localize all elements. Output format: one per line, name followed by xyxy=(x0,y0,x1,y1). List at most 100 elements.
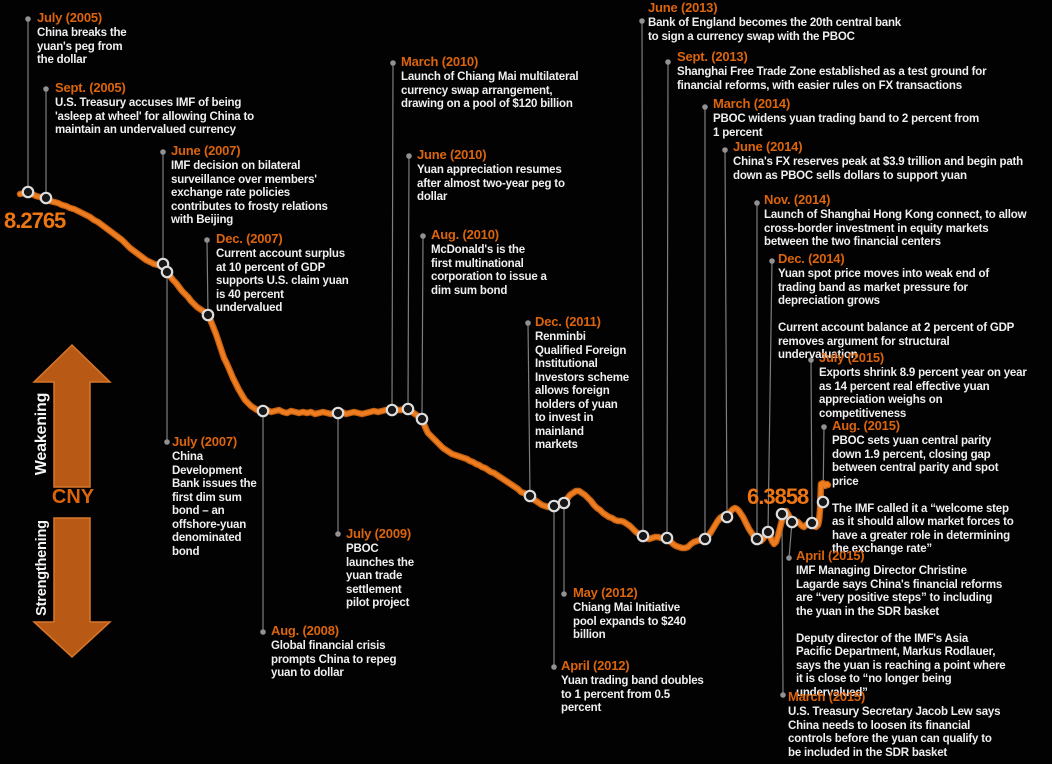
annotation-date: Dec. (2011) xyxy=(535,314,601,329)
annotation-bullet-icon xyxy=(722,147,728,153)
annotation-body: PBOC sets yuan central parity down 1.9 p… xyxy=(832,435,1014,555)
event-marker xyxy=(750,532,764,546)
annotation-date: June (2010) xyxy=(417,147,487,162)
annotation-body: Yuan trading band doubles to 1 percent f… xyxy=(561,675,704,714)
annotation-date: Dec. (2014) xyxy=(778,251,845,266)
annotation-bullet-icon xyxy=(204,237,210,243)
event-marker xyxy=(557,496,571,510)
cny-direction-axis xyxy=(30,340,118,662)
annotation-body: China breaks the yuan's peg from the dol… xyxy=(37,27,127,66)
annotation-date: Sept. (2013) xyxy=(677,49,748,64)
annotation-note: June (2014) China's FX reserves peak at $… xyxy=(733,140,1023,183)
connector-line xyxy=(810,359,813,524)
event-marker xyxy=(636,529,650,543)
event-marker xyxy=(39,191,53,205)
annotation-date: Nov. (2014) xyxy=(764,192,831,207)
event-marker xyxy=(720,510,734,524)
annotation-bullet-icon xyxy=(160,149,166,155)
event-marker xyxy=(385,403,399,417)
annotation-bullet-icon xyxy=(639,18,645,24)
annotation-note: July (2007) China Development Bank issues… xyxy=(172,435,257,559)
annotation-note: July (2015) Exports shrink 8.9 percent ye… xyxy=(819,351,1027,421)
annotation-note: Dec. (2007) Current account surplus at 10… xyxy=(216,232,349,316)
annotation-note: Nov. (2014) Launch of Shanghai Hong Kong … xyxy=(764,192,1027,250)
event-marker xyxy=(660,531,674,545)
annotation-note: May (2012) Chiang Mai Initiative pool exp… xyxy=(573,586,686,643)
annotation-date: July (2015) xyxy=(819,350,885,365)
connector-line xyxy=(666,61,669,539)
annotation-date: June (2013) xyxy=(648,0,718,15)
annotation-note: Dec. (2014) Yuan spot price moves into we… xyxy=(778,252,1014,363)
annotation-body: Renminbi Qualified Foreign Institutional… xyxy=(535,331,629,451)
event-markers xyxy=(21,16,830,698)
event-marker xyxy=(256,404,270,418)
annotation-note: Dec. (2011) Renminbi Qualified Foreign In… xyxy=(535,315,629,453)
annotation-body: U.S. Treasury accuses IMF of being 'asle… xyxy=(55,97,254,136)
annotation-bullet-icon xyxy=(406,153,412,159)
event-marker xyxy=(201,308,215,322)
annotation-date: July (2005) xyxy=(37,10,103,25)
event-marker xyxy=(401,402,415,416)
annotation-body: IMF Managing Director Christine Lagarde … xyxy=(796,565,1006,699)
event-marker xyxy=(785,515,799,529)
event-marker xyxy=(523,489,537,503)
event-marker xyxy=(331,406,345,420)
event-marker xyxy=(761,525,775,539)
annotation-body: McDonald's is the first multinational co… xyxy=(431,244,547,297)
annotation-date: Sept. (2005) xyxy=(55,80,126,95)
event-marker xyxy=(805,516,819,530)
annotation-date: June (2014) xyxy=(733,139,803,154)
annotation-body: China's FX reserves peak at $3.9 trillio… xyxy=(733,156,1023,182)
annotation-bullet-icon xyxy=(808,357,814,363)
rate-line-shadow xyxy=(16,189,832,552)
annotation-bullet-icon xyxy=(780,692,786,698)
annotation-bullet-icon xyxy=(665,59,671,65)
event-marker xyxy=(816,495,830,509)
annotation-note: June (2010) Yuan appreciation resumes aft… xyxy=(417,148,565,205)
annotation-date: May (2012) xyxy=(573,585,638,600)
annotation-date: April (2012) xyxy=(561,658,630,673)
annotation-note: Aug. (2010) McDonald's is the first multi… xyxy=(431,228,547,298)
annotation-date: Aug. (2010) xyxy=(431,227,499,242)
annotation-bullet-icon xyxy=(43,86,49,92)
annotation-body: Yuan spot price moves into weak end of t… xyxy=(778,268,1015,361)
annotation-bullet-icon xyxy=(525,320,531,326)
connector-line xyxy=(641,20,644,537)
annotation-note: Sept. (2005) U.S. Treasury accuses IMF of… xyxy=(55,81,254,138)
connector-line xyxy=(206,239,209,316)
annotation-body: Launch of Chiang Mai multilateral curren… xyxy=(401,71,579,110)
annotation-note: March (2010) Launch of Chiang Mai multila… xyxy=(401,54,579,112)
annotation-note: July (2009) PBOC launches the yuan trade … xyxy=(346,527,414,611)
connector-line xyxy=(407,155,410,410)
annotation-body: U.S. Treasury Secretary Jacob Lew says C… xyxy=(788,706,1001,759)
annotation-body: China Development Bank issues the first … xyxy=(172,451,257,558)
rate-line xyxy=(18,191,830,550)
start-rate-label: 8.2765 xyxy=(4,208,66,233)
annotation-body: Chiang Mai Initiative pool expands to $2… xyxy=(573,602,686,641)
annotation-bullet-icon xyxy=(821,424,827,430)
weakening-arrow-up-icon xyxy=(32,343,112,488)
annotation-note: Sept. (2013) Shanghai Free Trade Zone est… xyxy=(677,49,987,93)
annotation-bullet-icon xyxy=(164,439,170,445)
annotation-bullet-icon xyxy=(769,258,775,264)
annotation-bullet-icon xyxy=(420,233,426,239)
annotation-bullet-icon xyxy=(561,591,567,597)
annotation-note: April (2015) IMF Managing Director Christ… xyxy=(796,549,1006,700)
annotation-date: March (2014) xyxy=(713,96,791,111)
annotation-date: March (2010) xyxy=(401,54,479,69)
annotation-bullet-icon xyxy=(25,16,31,22)
annotation-date: June (2007) xyxy=(171,143,241,158)
annotation-note: June (2013) Bank of England becomes the 2… xyxy=(648,1,901,44)
annotation-body: Launch of Shanghai Hong Kong connect, to… xyxy=(764,209,1027,248)
event-marker xyxy=(775,507,789,521)
annotation-body: Current account surplus at 10 percent of… xyxy=(216,248,349,314)
currency-label: CNY xyxy=(51,486,95,508)
annotation-body: Exports shrink 8.9 percent year on year … xyxy=(819,367,1027,420)
connector-line xyxy=(421,235,424,420)
annotation-bullet-icon xyxy=(335,531,341,537)
connector-line xyxy=(724,149,728,518)
annotation-body: Yuan appreciation resumes after almost t… xyxy=(417,164,565,203)
annotation-body: PBOC widens yuan trading band to 2 perce… xyxy=(713,113,979,139)
annotation-body: Bank of England becomes the 20th central… xyxy=(648,17,902,43)
